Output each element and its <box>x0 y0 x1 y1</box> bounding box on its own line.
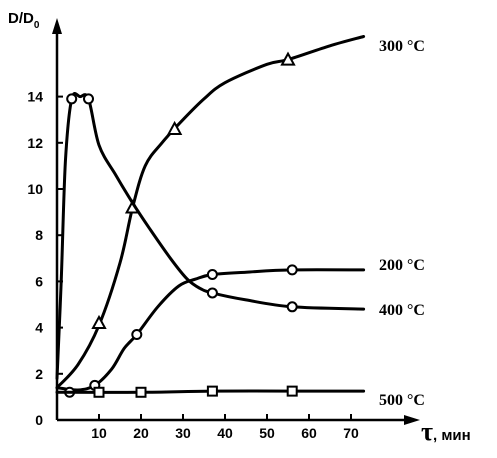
series-400-C <box>55 91 366 380</box>
data-point-circle <box>206 268 218 280</box>
data-point-square <box>135 386 147 398</box>
axes <box>52 18 420 425</box>
series-label-500: 500 °C <box>379 392 425 409</box>
y-axis-title-subscript: 0 <box>34 20 40 31</box>
y-axis-title: D/D0 <box>8 10 40 31</box>
x-tick-label: 10 <box>91 425 107 441</box>
series-layer <box>55 35 366 398</box>
y-axis-arrow <box>52 18 62 34</box>
series-label-300: 300 °C <box>379 38 425 55</box>
data-point-circle <box>206 287 218 299</box>
series-line <box>55 91 366 380</box>
y-tick-label: 6 <box>35 273 43 289</box>
data-point-square <box>206 385 218 397</box>
data-point-circle <box>66 93 78 105</box>
x-tick-label: 30 <box>175 425 191 441</box>
x-axis-title-symbol: τ <box>421 417 433 446</box>
x-tick-label: 20 <box>133 425 149 441</box>
x-tick-label: 50 <box>259 425 275 441</box>
series-line <box>55 35 366 390</box>
y-tick-label: 14 <box>27 89 43 105</box>
series-500-C <box>55 385 366 398</box>
x-axis-arrow <box>404 415 420 425</box>
data-point-square <box>286 385 298 397</box>
y-tick-label: 10 <box>27 181 43 197</box>
y-tick-label: 2 <box>35 366 43 382</box>
x-tick-label: 40 <box>217 425 233 441</box>
data-point-circle <box>131 329 143 341</box>
data-point-circle <box>286 301 298 313</box>
data-point-triangle <box>280 51 296 66</box>
y-tick-label: 4 <box>35 320 43 336</box>
data-point-circle <box>83 93 94 105</box>
data-point-triangle <box>91 314 107 329</box>
x-axis-title-unit: , мин <box>433 427 471 444</box>
x-tick-label: 70 <box>343 425 359 441</box>
data-point-triangle <box>166 120 183 135</box>
data-point-circle <box>286 264 298 276</box>
x-axis-title: τ, мин <box>421 417 471 446</box>
y-tick-label: 0 <box>35 412 43 428</box>
y-tick-label: 12 <box>27 135 43 151</box>
series-line <box>55 268 366 392</box>
ticks: 0 2 4 6 8 10 12 14 10 20 30 40 50 60 70 <box>27 89 359 441</box>
series-label-200: 200 °C <box>379 257 425 274</box>
series-label-400: 400 °C <box>379 302 425 319</box>
y-axis-title-main: D/D <box>8 10 34 27</box>
series-200-C <box>55 264 366 398</box>
data-point-square <box>93 386 105 398</box>
x-tick-label: 60 <box>301 425 317 441</box>
y-tick-label: 8 <box>35 227 43 243</box>
series-300-C <box>55 35 366 390</box>
